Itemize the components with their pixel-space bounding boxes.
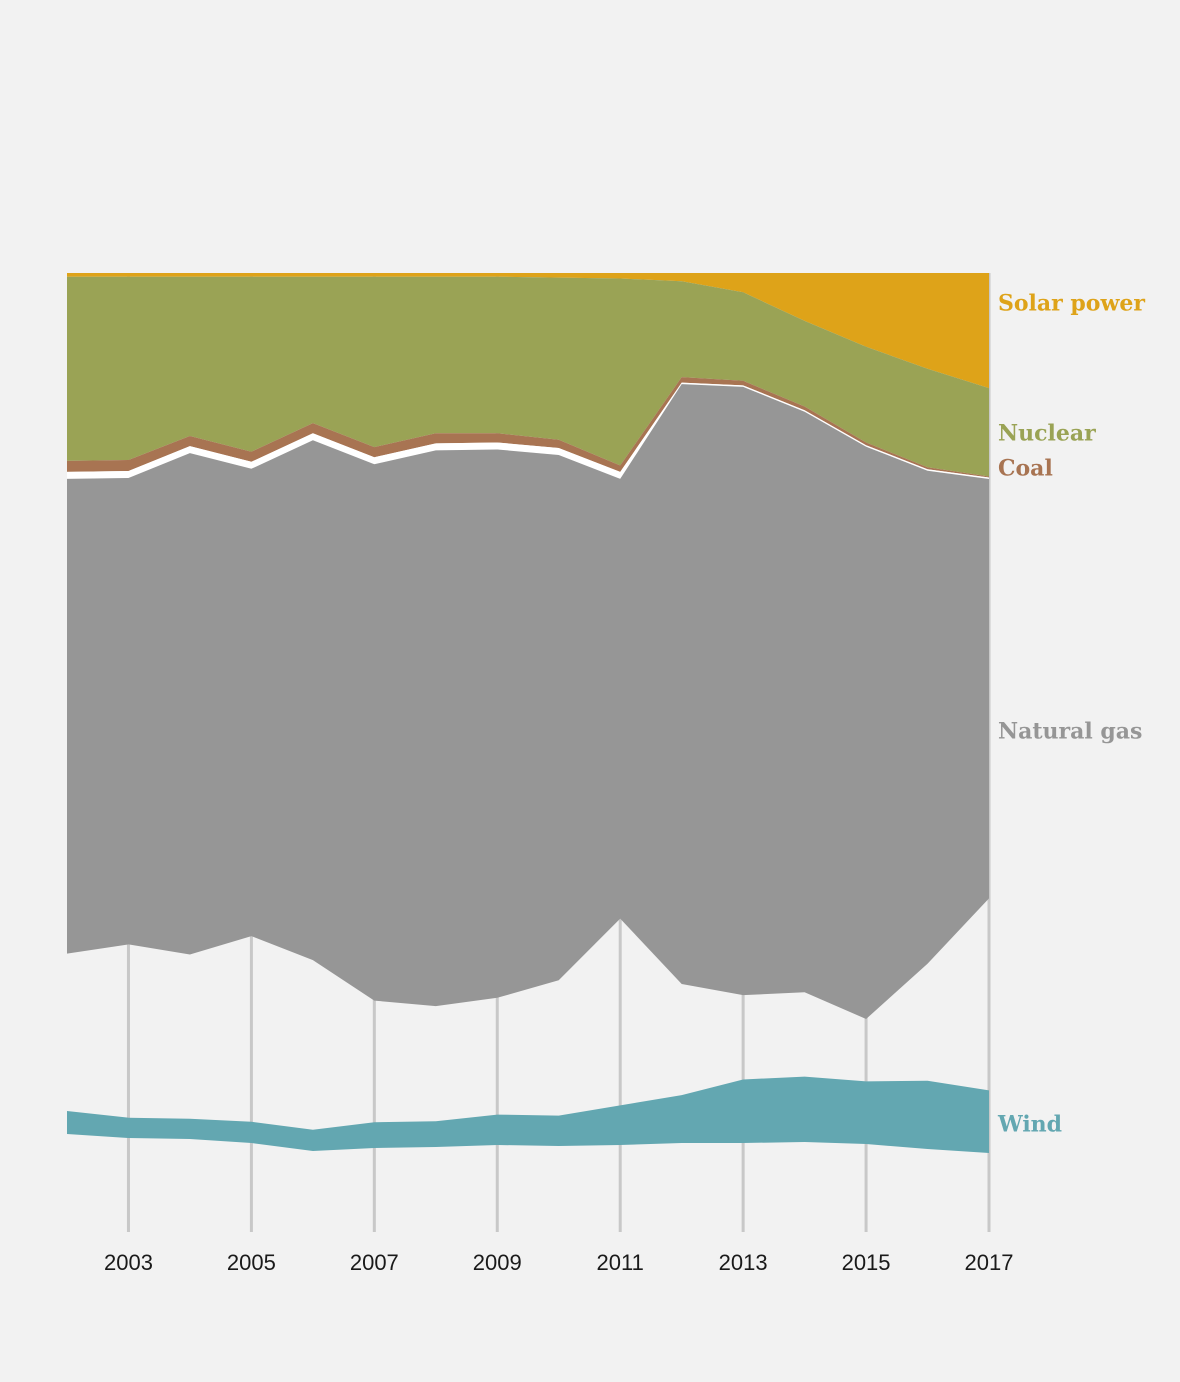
series-labels: Natural gas Coal Nuclear Solar power Wind xyxy=(997,291,1145,1138)
x-tick-label-2013: 2013 xyxy=(719,1250,768,1275)
area-natural-gas xyxy=(67,384,989,1020)
area-nuclear xyxy=(67,276,989,477)
x-tick-label-2005: 2005 xyxy=(227,1250,276,1275)
series-label-coal: Coal xyxy=(998,455,1053,481)
x-tick-label-2017: 2017 xyxy=(965,1250,1014,1275)
x-tick-label-2003: 2003 xyxy=(104,1250,153,1275)
area-solar-power xyxy=(67,273,989,389)
series-label-natural-gas: Natural gas xyxy=(998,719,1142,745)
x-axis-tick-labels: 2003 2005 2007 2009 2011 2013 2015 2017 xyxy=(104,1250,1013,1275)
series-label-nuclear: Nuclear xyxy=(998,420,1096,446)
x-tick-label-2007: 2007 xyxy=(350,1250,399,1275)
area-wind xyxy=(67,1076,989,1153)
series-label-wind: Wind xyxy=(997,1112,1062,1138)
x-tick-label-2011: 2011 xyxy=(597,1250,644,1275)
series-label-solar-power: Solar power xyxy=(998,291,1145,317)
x-tick-label-2009: 2009 xyxy=(473,1250,522,1275)
series-areas xyxy=(67,273,989,1153)
x-tick-label-2015: 2015 xyxy=(842,1250,891,1275)
